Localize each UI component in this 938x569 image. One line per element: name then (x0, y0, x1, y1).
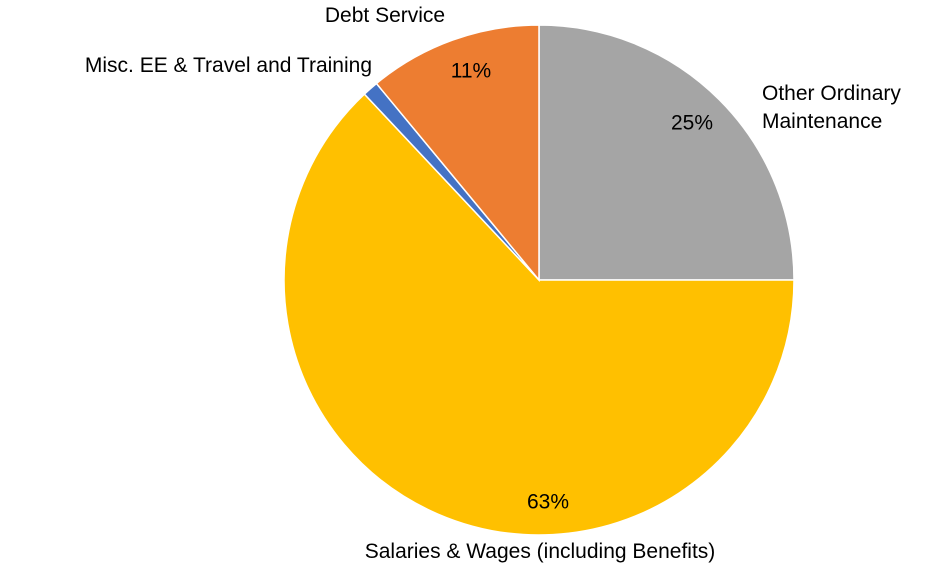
category-label: Salaries & Wages (including Benefits) (364, 540, 716, 563)
pie-slice (375, 24, 540, 283)
category-label: Other Ordinary Maintenance (762, 82, 901, 133)
category-label: Misc. EE & Travel and Training (84, 54, 372, 77)
data-label: 63% (527, 491, 569, 514)
pie-slice (283, 93, 795, 536)
category-label: Debt Service (324, 4, 446, 27)
pie-slice (538, 24, 795, 281)
data-label: 25% (671, 112, 713, 135)
data-label: 11% (451, 60, 491, 83)
